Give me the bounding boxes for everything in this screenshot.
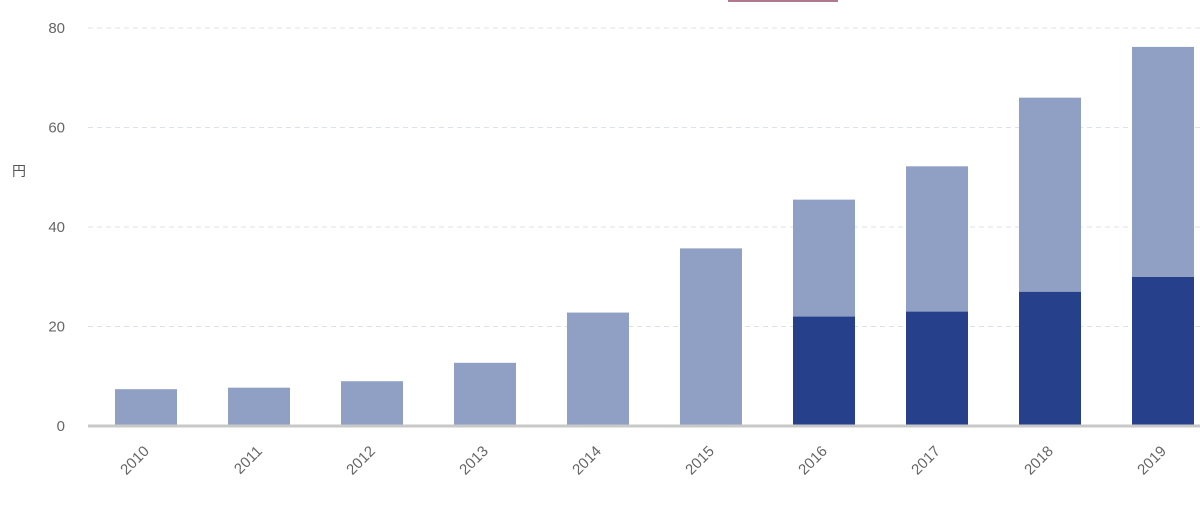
x-tick-label: 2011 xyxy=(231,443,266,478)
x-tick-label: 2013 xyxy=(456,443,492,479)
x-tick-label: 2010 xyxy=(117,443,153,479)
y-tick-label: 20 xyxy=(48,319,65,336)
bar-segment xyxy=(341,381,403,426)
bar-segment xyxy=(793,316,855,426)
x-tick-label: 2018 xyxy=(1021,443,1057,479)
x-tick-label: 2016 xyxy=(795,443,831,479)
bar-segment xyxy=(793,199,855,317)
x-tick-label: 2017 xyxy=(908,443,944,479)
y-axis-ticks: 0 20 40 60 80 xyxy=(48,20,65,435)
y-axis-label: 円 xyxy=(12,164,26,180)
bars xyxy=(115,46,1194,426)
bar-segment xyxy=(1132,276,1194,426)
x-tick-label: 2012 xyxy=(343,443,379,479)
bar-segment xyxy=(1132,46,1194,277)
x-tick-label: 2015 xyxy=(682,443,718,479)
bar-segment xyxy=(115,389,177,426)
y-tick-label: 80 xyxy=(48,20,65,37)
x-axis-ticks: 2010 2011 2012 2013 2014 2015 2016 2017 2018 2019 xyxy=(117,443,1170,479)
bar-segment xyxy=(454,362,516,426)
legend-marker xyxy=(728,0,838,2)
bar-segment xyxy=(1019,291,1081,426)
bar-segment xyxy=(1019,97,1081,292)
bar-segment xyxy=(228,387,290,426)
x-tick-label: 2014 xyxy=(569,443,605,479)
bar-segment xyxy=(567,312,629,426)
bar-segment xyxy=(906,166,968,312)
bar-segment xyxy=(906,311,968,426)
y-tick-label: 0 xyxy=(57,418,65,435)
y-tick-label: 60 xyxy=(48,120,65,137)
x-tick-label: 2019 xyxy=(1134,443,1170,479)
bar-segment xyxy=(680,248,742,426)
y-tick-label: 40 xyxy=(48,219,65,236)
